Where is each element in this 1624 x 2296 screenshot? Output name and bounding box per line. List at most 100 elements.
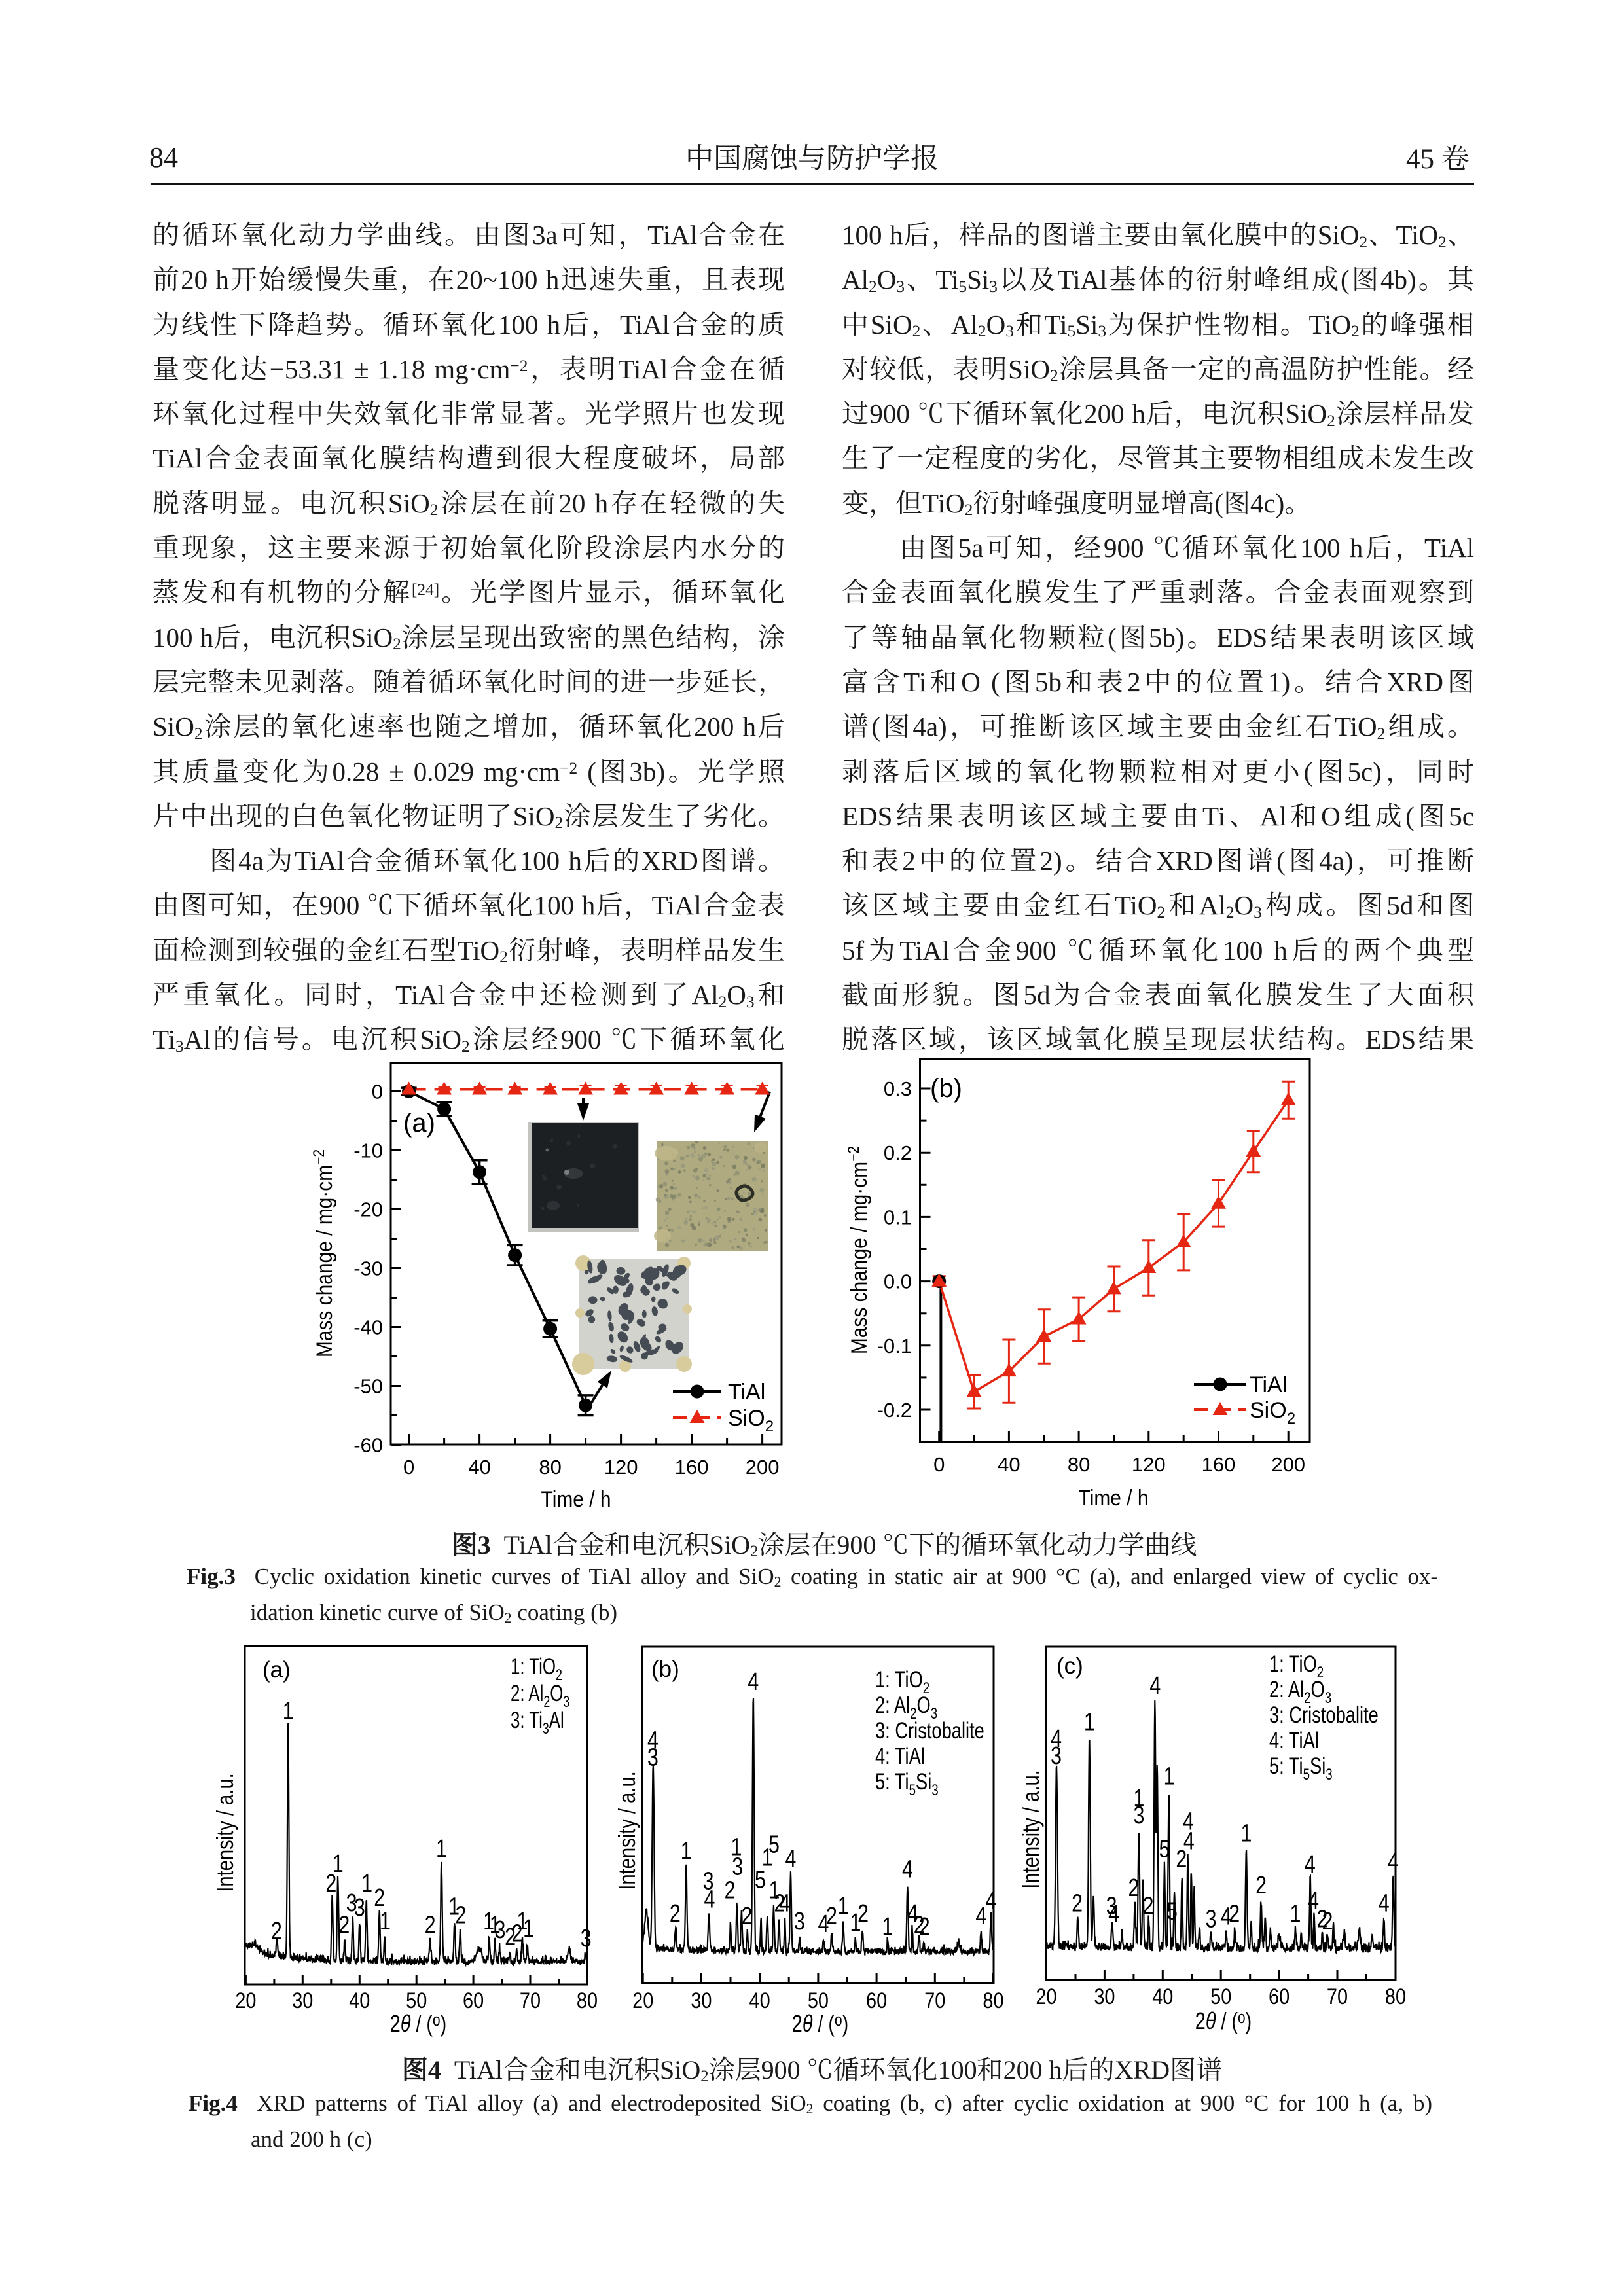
svg-text:120: 120 <box>604 1456 638 1479</box>
svg-text:120: 120 <box>1132 1453 1166 1476</box>
svg-text:2θ / (o): 2θ / (o) <box>390 2010 446 2037</box>
svg-text:3: 3 <box>1051 1742 1062 1770</box>
svg-text:(a): (a) <box>403 1109 435 1138</box>
svg-text:4: 4 <box>1051 1725 1062 1753</box>
svg-text:1: 1 <box>333 1850 344 1878</box>
svg-text:2: 2 <box>914 1912 925 1939</box>
svg-text:30: 30 <box>691 1988 712 2013</box>
svg-text:2: 2 <box>1072 1890 1083 1917</box>
svg-text:2: 2 <box>725 1876 736 1904</box>
svg-text:3: 3 <box>703 1867 714 1895</box>
svg-text:40: 40 <box>468 1456 490 1479</box>
svg-text:2: 2 <box>1322 1908 1333 1935</box>
svg-text:3: 3 <box>346 1890 357 1917</box>
svg-text:3: 3 <box>1133 1802 1144 1829</box>
svg-text:1: 1 <box>516 1908 528 1935</box>
svg-text:2: 2 <box>857 1900 869 1928</box>
svg-text:2: 2 <box>325 1870 336 1897</box>
svg-text:1: 1 <box>490 1911 501 1939</box>
svg-text:20: 20 <box>235 1988 256 2013</box>
svg-text:4: 4 <box>704 1886 715 1913</box>
svg-text:70: 70 <box>924 1988 945 2013</box>
svg-text:5: Ti5Si3: 5: Ti5Si3 <box>875 1769 939 1799</box>
svg-text:4: 4 <box>1305 1851 1316 1878</box>
svg-text:-10: -10 <box>353 1139 383 1162</box>
svg-text:160: 160 <box>1202 1453 1236 1476</box>
svg-text:1: 1 <box>436 1835 447 1863</box>
svg-text:2: Al2O3: 2: Al2O3 <box>1269 1677 1331 1707</box>
svg-text:4: TiAl: 4: TiAl <box>1269 1728 1319 1753</box>
svg-text:0: 0 <box>933 1453 945 1476</box>
svg-text:TiAl: TiAl <box>728 1380 765 1405</box>
svg-text:2: 2 <box>338 1911 350 1939</box>
svg-text:1: 1 <box>681 1838 692 1865</box>
svg-text:80: 80 <box>983 1988 1003 2013</box>
svg-text:1: 1 <box>768 1876 780 1904</box>
svg-text:4: 4 <box>1183 1808 1194 1835</box>
svg-text:2: Al2O3: 2: Al2O3 <box>511 1680 569 1711</box>
svg-text:80: 80 <box>1068 1453 1090 1476</box>
svg-text:80: 80 <box>577 1988 598 2013</box>
svg-text:5: Ti5Si3: 5: Ti5Si3 <box>1269 1753 1333 1784</box>
svg-text:2: 2 <box>1128 1874 1139 1902</box>
svg-text:SiO2: SiO2 <box>728 1406 774 1435</box>
svg-text:Mass change / mg·cm−2: Mass change / mg·cm−2 <box>845 1146 872 1354</box>
svg-text:40: 40 <box>998 1453 1020 1476</box>
svg-text:Intensity / a.u.: Intensity / a.u. <box>613 1771 640 1890</box>
svg-text:1: 1 <box>380 1908 391 1935</box>
svg-text:3: 3 <box>732 1853 743 1880</box>
svg-text:4: 4 <box>902 1856 913 1883</box>
svg-text:3: Ti3Al: 3: Ti3Al <box>511 1707 564 1738</box>
svg-text:Intensity / a.u.: Intensity / a.u. <box>1017 1770 1044 1888</box>
svg-text:Intensity / a.u.: Intensity / a.u. <box>211 1773 238 1892</box>
svg-text:4: 4 <box>975 1903 986 1930</box>
svg-text:60: 60 <box>463 1988 484 2013</box>
svg-text:20: 20 <box>1036 1984 1056 2009</box>
svg-text:4: 4 <box>1388 1848 1399 1876</box>
svg-text:2θ / (o): 2θ / (o) <box>792 2010 848 2037</box>
svg-text:0: 0 <box>403 1456 414 1479</box>
svg-text:4: 4 <box>780 1890 791 1917</box>
svg-text:Time / h: Time / h <box>541 1486 611 1511</box>
svg-text:1: 1 <box>283 1698 294 1725</box>
svg-text:3: 3 <box>794 1908 805 1935</box>
svg-text:3: 3 <box>647 1744 659 1771</box>
svg-text:0: 0 <box>372 1081 383 1103</box>
svg-text:200: 200 <box>1271 1453 1305 1476</box>
svg-text:1: 1 <box>1084 1708 1095 1736</box>
svg-text:TiAl: TiAl <box>1250 1372 1287 1397</box>
svg-text:2θ / (o): 2θ / (o) <box>1195 2007 1252 2034</box>
svg-text:4: TiAl: 4: TiAl <box>875 1744 925 1769</box>
svg-text:2: 2 <box>1255 1872 1267 1899</box>
svg-text:-30: -30 <box>353 1257 383 1280</box>
svg-text:50: 50 <box>1210 1984 1231 2009</box>
svg-text:2: 2 <box>1143 1892 1154 1920</box>
svg-text:4: 4 <box>907 1900 918 1928</box>
svg-text:(b): (b) <box>930 1074 962 1103</box>
svg-text:3: Cristobalite: 3: Cristobalite <box>875 1718 984 1744</box>
svg-text:-20: -20 <box>353 1198 383 1221</box>
svg-text:2: 2 <box>1229 1900 1240 1928</box>
svg-text:Mass change / mg·cm−2: Mass change / mg·cm−2 <box>310 1149 337 1357</box>
svg-text:2: 2 <box>505 1924 516 1951</box>
svg-text:2: 2 <box>774 1890 785 1917</box>
svg-text:1: 1 <box>448 1893 460 1920</box>
svg-text:-0.2: -0.2 <box>877 1399 912 1422</box>
svg-text:2: 2 <box>826 1903 837 1930</box>
svg-text:3: 3 <box>581 1925 592 1952</box>
svg-text:50: 50 <box>406 1988 427 2013</box>
svg-text:50: 50 <box>808 1988 829 2013</box>
svg-text:80: 80 <box>1385 1984 1406 2009</box>
svg-text:40: 40 <box>349 1988 370 2013</box>
svg-text:1: 1 <box>731 1833 742 1861</box>
svg-text:Time / h: Time / h <box>1079 1485 1149 1510</box>
svg-text:1: 1 <box>1133 1785 1144 1812</box>
svg-text:-60: -60 <box>353 1434 383 1457</box>
svg-text:60: 60 <box>866 1988 887 2013</box>
svg-text:4: 4 <box>1308 1887 1319 1914</box>
svg-text:-40: -40 <box>353 1316 383 1339</box>
svg-text:3: 3 <box>354 1894 365 1922</box>
svg-text:4: 4 <box>986 1887 997 1914</box>
svg-text:0.0: 0.0 <box>884 1270 912 1293</box>
svg-text:2: 2 <box>1316 1905 1327 1933</box>
